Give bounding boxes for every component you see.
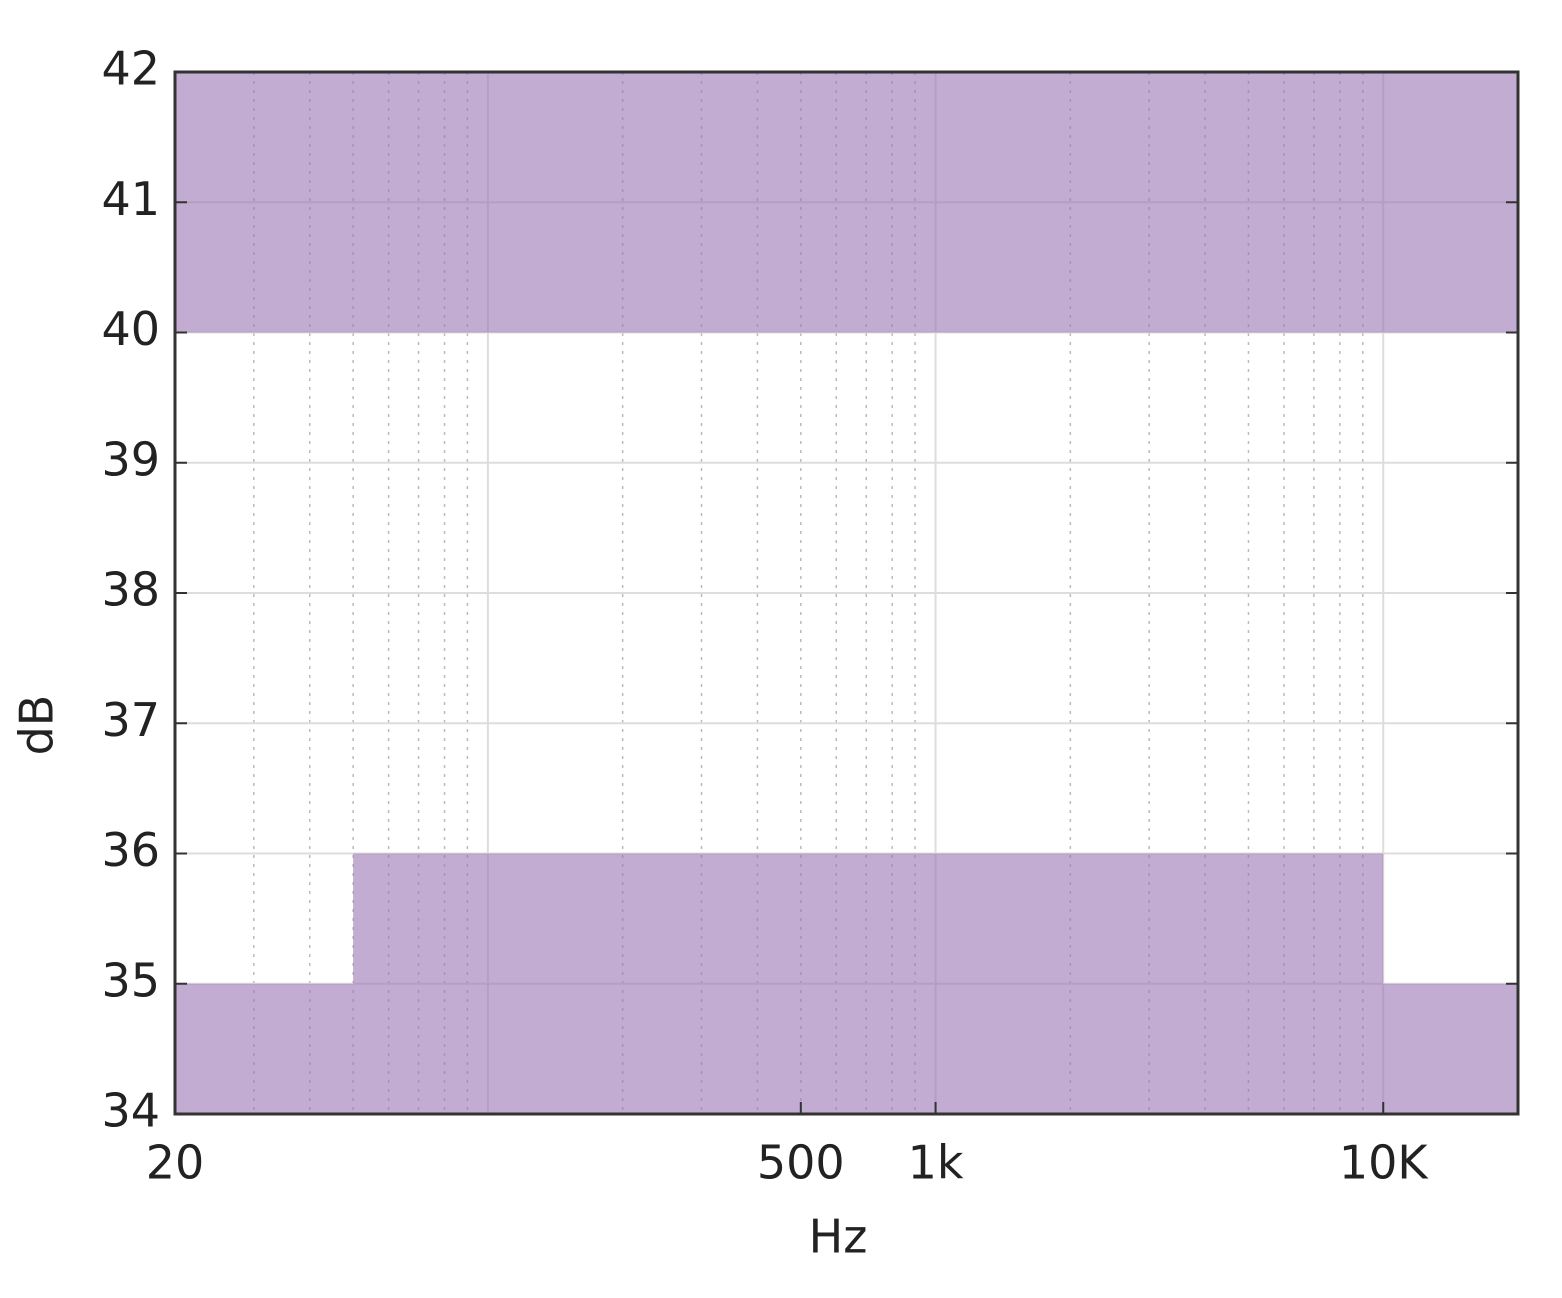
- y-tick-label: 41: [101, 172, 160, 226]
- x-tick-label: 1k: [908, 1136, 964, 1190]
- y-tick-label: 34: [101, 1084, 160, 1138]
- y-tick-label: 37: [101, 693, 160, 747]
- y-axis-label: dB: [10, 695, 64, 756]
- y-tick-label: 36: [101, 823, 160, 877]
- area-band: [175, 72, 1518, 333]
- x-axis-label: Hz: [809, 1210, 868, 1264]
- y-tick-label: 40: [101, 302, 160, 356]
- x-tick-label: 20: [146, 1136, 205, 1190]
- area-band: [175, 853, 1518, 1114]
- y-tick-label: 39: [101, 432, 160, 486]
- x-tick-label: 10K: [1339, 1136, 1430, 1190]
- y-tick-label: 38: [101, 563, 160, 617]
- y-tick-label: 35: [101, 953, 160, 1007]
- y-tick-label: 42: [101, 42, 160, 96]
- x-tick-label: 500: [757, 1136, 845, 1190]
